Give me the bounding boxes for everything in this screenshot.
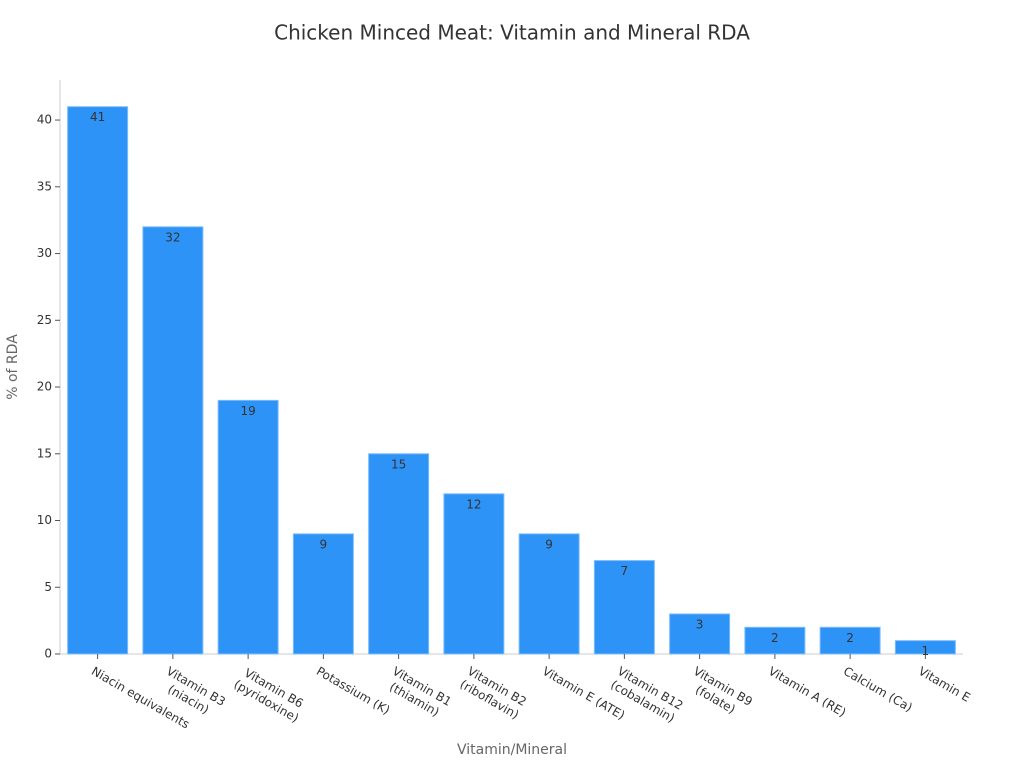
y-tick-label: 5 — [44, 580, 52, 594]
value-label: 9 — [320, 537, 328, 551]
bar — [292, 533, 354, 655]
y-tick-label: 35 — [37, 179, 52, 193]
value-label: 15 — [391, 457, 406, 471]
bar — [67, 106, 129, 655]
value-label: 41 — [90, 110, 105, 124]
y-tick-label: 10 — [37, 513, 52, 527]
bar — [819, 626, 881, 655]
bar — [142, 226, 204, 655]
value-label: 2 — [771, 631, 779, 645]
bar — [669, 613, 731, 655]
value-label: 1 — [922, 644, 930, 658]
value-label: 3 — [696, 617, 704, 631]
x-axis-label: Vitamin/Mineral — [457, 742, 567, 758]
y-tick-label: 15 — [37, 446, 52, 460]
value-label: 32 — [165, 230, 180, 244]
y-tick-label: 30 — [37, 246, 52, 260]
value-label: 7 — [621, 564, 629, 578]
bar — [744, 626, 806, 655]
bar — [593, 560, 655, 655]
y-axis-label: % of RDA — [5, 334, 21, 400]
y-tick-label: 0 — [44, 647, 52, 661]
value-label: 12 — [466, 497, 481, 511]
y-tick-label: 20 — [37, 380, 52, 394]
bar — [518, 533, 580, 655]
bar — [217, 399, 279, 655]
value-label: 9 — [545, 537, 553, 551]
value-label: 19 — [240, 404, 255, 418]
bar — [443, 493, 505, 655]
chart-title: Chicken Minced Meat: Vitamin and Mineral… — [274, 21, 750, 45]
bar — [368, 453, 430, 655]
y-tick-label: 40 — [37, 113, 52, 127]
y-tick-label: 25 — [37, 313, 52, 327]
value-label: 2 — [846, 631, 854, 645]
